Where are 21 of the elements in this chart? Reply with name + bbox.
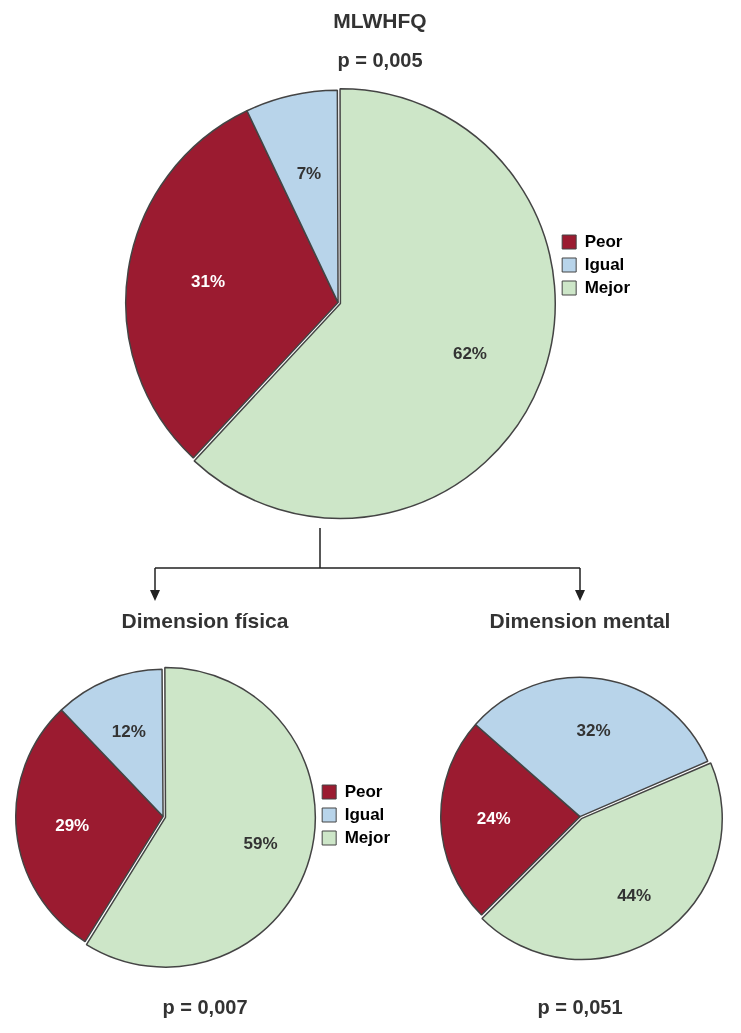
- text: p = 0,051: [537, 995, 623, 1018]
- legend-label: Mejor: [584, 277, 631, 297]
- chart-title: Dimension física: [121, 609, 289, 633]
- data-label: 32%: [576, 721, 611, 741]
- data-label: 29%: [55, 815, 90, 835]
- data-label: 12%: [111, 721, 146, 741]
- text: p = 0,007: [162, 995, 248, 1018]
- chart-subtitle: p = 0,005: [337, 48, 423, 71]
- data-label: 31%: [190, 272, 225, 292]
- legend-label: Igual: [344, 804, 385, 824]
- legend-label: Peor: [344, 781, 383, 801]
- data-label: 24%: [476, 809, 511, 828]
- data-label: 59%: [243, 833, 278, 853]
- legend-label: Igual: [584, 254, 625, 274]
- chart-title: Dimension mental: [489, 609, 671, 633]
- legend-label: Peor: [584, 231, 623, 251]
- data-label: 62%: [452, 343, 487, 363]
- data-label: 44%: [617, 885, 652, 905]
- legend-label: Mejor: [344, 827, 391, 847]
- data-label: 7%: [296, 163, 322, 183]
- chart-title: MLWHFQ: [333, 9, 427, 33]
